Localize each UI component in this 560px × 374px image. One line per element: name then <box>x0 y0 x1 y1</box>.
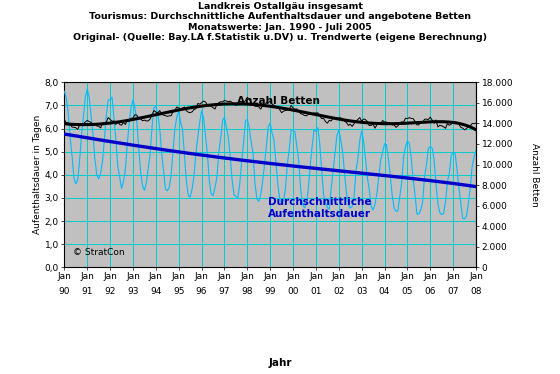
Text: 93: 93 <box>127 287 139 296</box>
Text: 99: 99 <box>264 287 276 296</box>
Text: Landkreis Ostallgäu insgesamt
Tourismus: Durchschnittliche Aufenthaltsdauer und : Landkreis Ostallgäu insgesamt Tourismus:… <box>73 2 487 42</box>
Y-axis label: Anzahl Betten: Anzahl Betten <box>530 143 539 207</box>
Text: 91: 91 <box>82 287 93 296</box>
Y-axis label: Aufenthaltsdauer in Tagen: Aufenthaltsdauer in Tagen <box>33 115 42 234</box>
Text: 00: 00 <box>287 287 299 296</box>
Text: Anzahl Betten: Anzahl Betten <box>237 96 320 106</box>
Text: 95: 95 <box>173 287 184 296</box>
Text: 94: 94 <box>150 287 161 296</box>
Text: 01: 01 <box>310 287 321 296</box>
Text: Durchschnittliche
Aufenthaltsdauer: Durchschnittliche Aufenthaltsdauer <box>268 197 371 219</box>
Text: 92: 92 <box>105 287 116 296</box>
Text: 98: 98 <box>241 287 253 296</box>
Text: 03: 03 <box>356 287 367 296</box>
Text: 06: 06 <box>424 287 436 296</box>
Text: 96: 96 <box>196 287 207 296</box>
Text: 02: 02 <box>333 287 344 296</box>
Text: © StratCon: © StratCon <box>73 248 124 257</box>
Text: 90: 90 <box>59 287 70 296</box>
Text: 97: 97 <box>219 287 230 296</box>
Text: 08: 08 <box>470 287 482 296</box>
Text: 05: 05 <box>402 287 413 296</box>
Text: Jahr: Jahr <box>268 358 292 368</box>
Text: 07: 07 <box>447 287 459 296</box>
Text: 04: 04 <box>379 287 390 296</box>
